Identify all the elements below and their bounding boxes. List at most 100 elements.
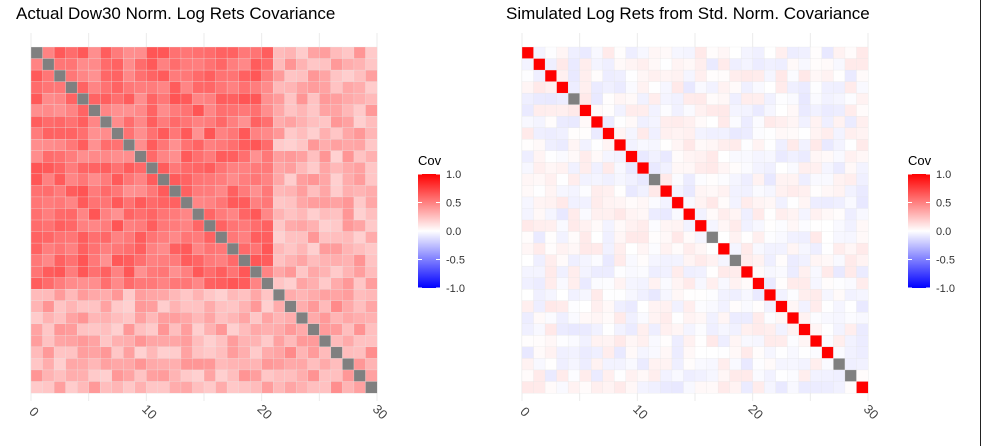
heatmap-cell [740, 231, 754, 244]
heatmap-cell [307, 369, 320, 382]
heatmap-cell [365, 358, 378, 371]
heatmap-cell [810, 173, 823, 186]
heatmap-cell [694, 69, 707, 82]
heatmap-cell [157, 69, 170, 82]
heatmap-cell [591, 173, 604, 186]
heatmap-cell [533, 92, 546, 106]
heatmap-cell [556, 369, 569, 382]
heatmap-cell [226, 185, 239, 198]
heatmap-cell [544, 277, 557, 290]
heatmap-cell [215, 173, 228, 186]
heatmap-cell [625, 185, 638, 198]
heatmap-cell [602, 92, 615, 106]
heatmap-cell [76, 312, 90, 325]
heatmap-cell [602, 289, 615, 302]
heatmap-cell [775, 312, 788, 325]
heatmap-cell [706, 381, 719, 394]
heatmap-cell [226, 265, 239, 279]
heatmap-cell [614, 46, 627, 59]
heatmap-cell [65, 254, 78, 267]
heatmap-cell [637, 335, 650, 348]
heatmap-cell [342, 369, 355, 382]
heatmap-cell [591, 162, 604, 175]
heatmap-cell [65, 323, 78, 336]
diagonal-cell [88, 104, 101, 117]
heatmap-cell [521, 381, 534, 394]
heatmap-cell [342, 231, 355, 244]
heatmap-cell [100, 173, 113, 186]
heatmap-cell [42, 127, 55, 140]
heatmap-cell [65, 300, 78, 313]
heatmap-cell [798, 381, 811, 394]
heatmap-cell [249, 208, 263, 221]
heatmap-cell [284, 162, 297, 175]
heatmap-cell [307, 231, 320, 244]
heatmap-cell [76, 254, 90, 267]
heatmap-cell [100, 139, 113, 152]
heatmap-cell [123, 116, 136, 129]
heatmap-cell [76, 173, 90, 186]
heatmap-cell [157, 81, 170, 94]
heatmap-cell [591, 196, 604, 209]
heatmap-cell [706, 277, 719, 290]
heatmap-cell [602, 358, 615, 371]
heatmap-cell [353, 277, 366, 290]
heatmap-cell [625, 208, 638, 221]
heatmap-cell [342, 289, 355, 302]
heatmap-cell [729, 300, 742, 313]
diagonal-cell [660, 185, 673, 198]
heatmap-cell [157, 208, 170, 221]
heatmap-cell [169, 323, 182, 336]
heatmap-cell [567, 312, 581, 325]
heatmap-cell [856, 265, 869, 279]
heatmap-cell [65, 46, 78, 59]
heatmap-cell [76, 81, 90, 94]
heatmap-cell [353, 300, 366, 313]
heatmap-cell [238, 58, 251, 71]
heatmap-cell [706, 58, 719, 71]
heatmap-cell [53, 127, 66, 140]
heatmap-cell [533, 346, 546, 359]
heatmap-cell [261, 162, 274, 175]
heatmap-cell [614, 277, 627, 290]
heatmap-cell [65, 219, 78, 232]
heatmap-cell [614, 173, 627, 186]
heatmap-cell [284, 81, 297, 94]
heatmap-cell [810, 58, 823, 71]
heatmap-cell [821, 312, 834, 325]
heatmap-cell [76, 323, 90, 336]
heatmap-cell [844, 104, 857, 117]
heatmap-cell [65, 277, 78, 290]
heatmap-cell [261, 208, 274, 221]
heatmap-cell [157, 127, 170, 140]
heatmap-cell [821, 81, 834, 94]
heatmap-cell [591, 254, 604, 267]
heatmap-cell [764, 254, 777, 267]
heatmap-cell [810, 254, 823, 267]
heatmap-cell [694, 92, 707, 106]
heatmap-cell [775, 139, 788, 152]
heatmap-cell [729, 58, 742, 71]
heatmap-cell [591, 58, 604, 71]
heatmap-cell [365, 346, 378, 359]
heatmap-cell [307, 139, 320, 152]
heatmap-cell [544, 81, 557, 94]
heatmap-cell [249, 196, 263, 209]
heatmap-cell [76, 116, 90, 129]
heatmap-cell [533, 81, 546, 94]
heatmap-cell [226, 358, 239, 371]
heatmap-cell [775, 323, 788, 336]
heatmap-cell [810, 150, 823, 163]
heatmap-cell [76, 46, 90, 59]
heatmap-cell [30, 69, 43, 82]
heatmap-cell [157, 300, 170, 313]
heatmap-cell [533, 116, 546, 129]
heatmap-cell [330, 335, 343, 348]
heatmap-cell [146, 104, 159, 117]
heatmap-cell [821, 69, 834, 82]
heatmap-cell [648, 81, 661, 94]
heatmap-cell [238, 185, 251, 198]
heatmap-cell [123, 312, 136, 325]
diagonal-cell [192, 208, 205, 221]
heatmap-cell [53, 381, 66, 394]
